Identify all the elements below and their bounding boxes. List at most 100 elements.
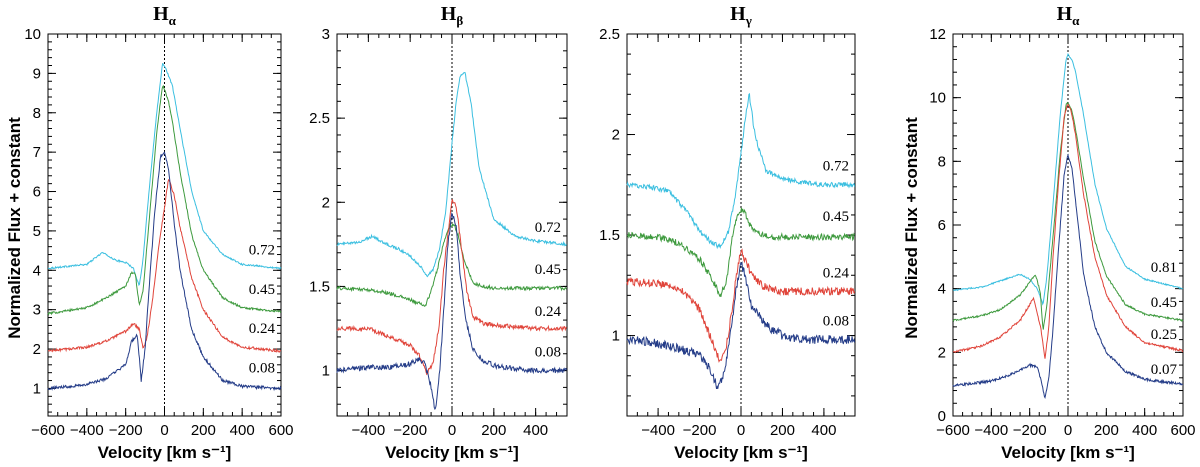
- y-tick-label: 3: [322, 26, 330, 43]
- phase-label: 0.08: [823, 314, 849, 330]
- phase-label: 0.72: [823, 159, 849, 175]
- x-tick-label: 0: [737, 422, 745, 439]
- phase-label: 0.72: [535, 220, 561, 236]
- x-tick-label: 200: [191, 422, 216, 439]
- y-tick-label: 5: [33, 223, 41, 240]
- x-tick-label: 0: [1064, 422, 1072, 439]
- x-tick-label: −600: [31, 422, 65, 439]
- series-line-phase-0.45: [952, 101, 1184, 330]
- y-tick-label: 3: [33, 302, 41, 319]
- x-tick-label: 200: [770, 422, 795, 439]
- y-tick-label: 2: [938, 344, 946, 361]
- series-line-phase-0.45: [626, 207, 856, 298]
- y-tick-label: 10: [929, 90, 946, 107]
- y-tick-label: 4: [938, 281, 946, 298]
- phase-label: 0.45: [1151, 295, 1177, 311]
- y-tick-label: 4: [33, 262, 41, 279]
- x-tick-label: −400: [70, 422, 104, 439]
- y-tick-label: 7: [33, 144, 41, 161]
- panel-title-base: H: [153, 3, 169, 25]
- series-line-phase-0.45: [336, 222, 567, 307]
- series-line-phase-0.08: [336, 212, 568, 411]
- panel-title: Hγ: [730, 3, 752, 28]
- x-tick-label: −200: [393, 422, 427, 439]
- x-axis-label: Velocity [km s⁻¹]: [1001, 443, 1135, 462]
- series-line-phase-0.72: [626, 92, 856, 250]
- x-tick-label: −200: [109, 422, 143, 439]
- y-tick-label: 1: [33, 380, 41, 397]
- y-tick-label: 2: [612, 127, 620, 144]
- x-axis-label: Velocity [km s⁻¹]: [385, 443, 519, 462]
- panel-title-sub: γ: [745, 13, 752, 28]
- y-tick-label: 10: [24, 26, 41, 43]
- panel-title: Hα: [1057, 3, 1081, 28]
- series-line-phase-0.25: [952, 103, 1184, 359]
- x-tick-label: 0: [160, 422, 168, 439]
- y-tick-label: 12: [929, 26, 946, 43]
- panel-2: −400 −200 0 200 400 1 1.5 2 2.5 3 0.72 0.45 0.24 0.08…: [309, 3, 568, 462]
- x-tick-label: −600: [936, 422, 970, 439]
- panel-title-sub: α: [1072, 13, 1080, 28]
- x-tick-label: −200: [683, 422, 717, 439]
- x-tick-label: −400: [351, 422, 385, 439]
- phase-label: 0.45: [823, 209, 849, 225]
- x-tick-label: −400: [974, 422, 1008, 439]
- phase-label: 0.25: [1151, 327, 1177, 343]
- panel-title: Hα: [153, 3, 177, 28]
- phase-label: 0.24: [535, 304, 562, 320]
- phase-label: 0.45: [535, 262, 561, 278]
- series-line-phase-0.08: [626, 261, 856, 390]
- x-tick-label: 600: [1170, 422, 1195, 439]
- x-tick-label: 400: [811, 422, 836, 439]
- panel-title-base: H: [1057, 3, 1073, 25]
- y-tick-label: 2: [33, 341, 41, 358]
- phase-label: 0.24: [249, 321, 276, 337]
- y-tick-label: 2: [322, 194, 330, 211]
- panel-title-sub: β: [456, 13, 463, 28]
- phase-label: 0.24: [823, 265, 850, 281]
- y-tick-label: 1.5: [599, 227, 620, 244]
- series-line-phase-0.07: [952, 153, 1184, 400]
- x-axis-label: Velocity [km s⁻¹]: [98, 443, 232, 462]
- phase-label: 0.08: [535, 344, 561, 360]
- y-tick-label: 2.5: [599, 26, 620, 43]
- x-tick-label: 400: [523, 422, 548, 439]
- y-tick-label: 8: [938, 153, 946, 170]
- phase-label: 0.81: [1151, 260, 1177, 276]
- x-tick-label: 200: [1094, 422, 1119, 439]
- series-line-phase-0.24: [48, 178, 282, 354]
- phase-label: 0.08: [249, 361, 275, 377]
- series-line-phase-0.45: [47, 84, 282, 316]
- x-tick-label: 400: [230, 422, 255, 439]
- phase-label: 0.07: [1151, 362, 1178, 378]
- x-tick-label: 0: [448, 422, 456, 439]
- series-line-phase-0.08: [47, 151, 282, 392]
- phase-label: 0.45: [249, 282, 275, 298]
- y-tick-label: 1.5: [309, 278, 330, 295]
- x-axis-label: Velocity [km s⁻¹]: [674, 443, 808, 462]
- y-tick-label: 1: [322, 363, 330, 380]
- x-tick-label: 600: [268, 422, 293, 439]
- panel-1: −600 −400 −200 0 200 400 600 1 2 3 4 5 6 7 8 9 10 0.72 0.4…: [24, 3, 293, 462]
- series-line-phase-0.72: [47, 62, 282, 287]
- y-axis-label-right: Normalized Flux + constant: [902, 117, 921, 339]
- panel-title-sub: α: [169, 13, 177, 28]
- panel-title-base: H: [441, 3, 457, 25]
- x-tick-label: 400: [1132, 422, 1157, 439]
- phase-label: 0.72: [249, 242, 275, 258]
- y-tick-label: 8: [33, 105, 41, 122]
- series-line-phase-0.81: [952, 53, 1184, 306]
- y-tick-label: 2.5: [309, 110, 330, 127]
- panel-4: −600 −400 −200 0 200 400 600 0 2 4 6 8 10 12 0.81 0.45 0…: [929, 3, 1195, 462]
- series-line-phase-0.72: [336, 71, 568, 278]
- y-tick-label: 6: [33, 184, 41, 201]
- y-tick-label: 0: [938, 408, 946, 425]
- y-tick-label: 1: [612, 328, 620, 345]
- y-tick-label: 9: [33, 65, 41, 82]
- panel-3: −400 −200 0 200 400 1 1.5 2 2.5 0.72 0.45 0.24 0.08 H…: [599, 3, 856, 462]
- panel-title: Hβ: [441, 3, 464, 28]
- series-line-phase-0.24: [336, 199, 568, 376]
- y-axis-label-left: Normalized Flux + constant: [5, 117, 24, 339]
- x-tick-label: 200: [481, 422, 506, 439]
